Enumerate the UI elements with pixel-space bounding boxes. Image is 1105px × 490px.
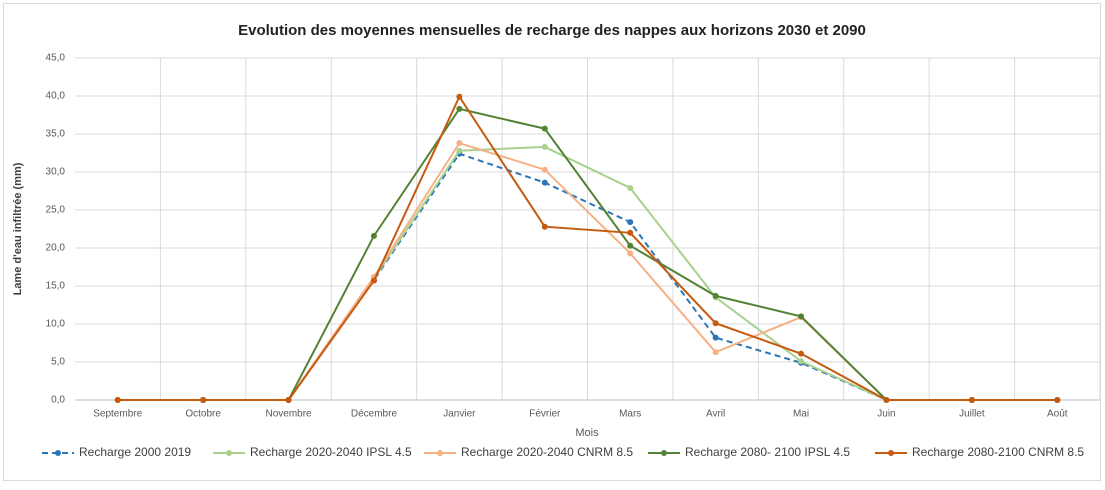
y-axis-title: Lame d'eau infiltrée (mm) (12, 162, 24, 295)
point (968, 397, 975, 403)
point (541, 166, 548, 173)
point (627, 242, 634, 249)
point (712, 320, 719, 327)
point (627, 250, 634, 257)
point (883, 397, 890, 403)
x-axis-title: Mois (575, 427, 599, 439)
point (541, 143, 548, 150)
legend-label: Recharge 2080- 2100 IPSL 4.5 (685, 445, 850, 459)
legend-marker (226, 450, 232, 456)
legend-label: Recharge 2020-2040 CNRM 8.5 (461, 445, 633, 459)
y-tick-label: 0,0 (51, 395, 65, 406)
legend-marker (661, 450, 667, 456)
x-tick-label: Février (529, 409, 561, 420)
point (370, 277, 377, 284)
x-tick-label: Novembre (265, 409, 312, 420)
point (798, 350, 805, 357)
point (285, 397, 292, 403)
y-tick-label: 10,0 (46, 319, 66, 330)
x-tick-label: Avril (706, 409, 725, 420)
y-tick-label: 5,0 (51, 357, 65, 368)
x-tick-label: Janvier (443, 409, 476, 420)
point (456, 140, 463, 147)
legend-marker (437, 450, 443, 456)
point (1054, 397, 1061, 403)
x-tick-label: Septembre (93, 409, 142, 420)
x-tick-label: Mars (619, 409, 641, 420)
y-tick-label: 20,0 (46, 243, 66, 254)
point (456, 105, 463, 112)
x-tick-label: Juillet (959, 409, 985, 420)
x-tick-label: Juin (877, 409, 895, 420)
chart-title: Evolution des moyennes mensuelles de rec… (238, 22, 866, 39)
x-tick-label: Août (1047, 409, 1068, 420)
point (456, 147, 463, 154)
y-tick-label: 40,0 (46, 91, 66, 102)
point (114, 397, 121, 403)
point (541, 179, 548, 186)
legend-marker (888, 450, 894, 456)
point (712, 334, 719, 341)
y-tick-label: 35,0 (46, 129, 66, 140)
point (200, 397, 207, 403)
point (370, 232, 377, 239)
y-tick-label: 25,0 (46, 205, 66, 216)
x-tick-label: Décembre (351, 409, 398, 420)
point (627, 229, 634, 236)
point (627, 219, 634, 226)
legend-label: Recharge 2000 2019 (79, 445, 191, 459)
legend-label: Recharge 2080-2100 CNRM 8.5 (912, 445, 1084, 459)
point (541, 125, 548, 132)
point (798, 313, 805, 320)
y-tick-label: 15,0 (46, 281, 66, 292)
x-tick-label: Octobre (185, 409, 221, 420)
point (712, 349, 719, 356)
series-line (117, 94, 1058, 401)
legend-label: Recharge 2020-2040 IPSL 4.5 (250, 445, 412, 459)
y-tick-label: 45,0 (46, 53, 66, 64)
y-tick-label: 30,0 (46, 167, 66, 178)
point (456, 93, 463, 100)
point (712, 292, 719, 299)
point (627, 184, 634, 191)
point (798, 358, 805, 365)
legend-marker (55, 450, 61, 456)
x-tick-label: Mai (793, 409, 809, 420)
point (541, 223, 548, 230)
